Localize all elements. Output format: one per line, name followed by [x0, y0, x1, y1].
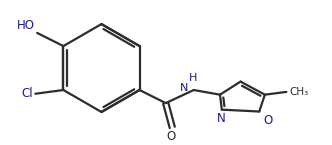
Text: HO: HO	[17, 19, 35, 32]
Text: O: O	[263, 114, 272, 127]
Text: N: N	[216, 113, 225, 125]
Text: O: O	[167, 130, 176, 143]
Text: H: H	[189, 74, 197, 84]
Text: Cl: Cl	[22, 87, 34, 100]
Text: N: N	[180, 83, 188, 93]
Text: CH₃: CH₃	[289, 87, 308, 97]
